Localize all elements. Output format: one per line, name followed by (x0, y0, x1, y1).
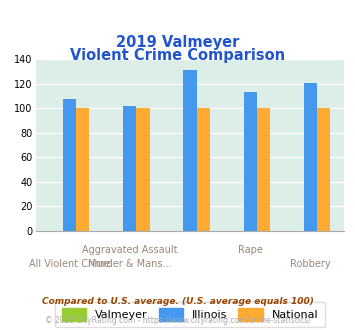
Text: Robbery: Robbery (290, 259, 331, 269)
Text: Rape: Rape (238, 245, 263, 255)
Bar (257, 109, 270, 231)
Text: Aggravated Assault: Aggravated Assault (82, 245, 178, 255)
Text: 2019 Valmeyer: 2019 Valmeyer (116, 35, 239, 50)
Bar (63, 99, 76, 231)
Text: Murder & Mans...: Murder & Mans... (88, 259, 171, 269)
Bar (123, 106, 136, 231)
Text: Compared to U.S. average. (U.S. average equals 100): Compared to U.S. average. (U.S. average … (42, 297, 313, 307)
Bar (317, 109, 330, 231)
Text: All Violent Crime: All Violent Crime (29, 259, 110, 269)
Bar (183, 70, 197, 231)
Bar (244, 92, 257, 231)
Bar (76, 109, 89, 231)
Bar (197, 109, 210, 231)
Legend: Valmeyer, Illinois, National: Valmeyer, Illinois, National (55, 302, 325, 327)
Text: © 2025 CityRating.com - https://www.cityrating.com/crime-statistics/: © 2025 CityRating.com - https://www.city… (45, 316, 310, 325)
Bar (304, 83, 317, 231)
Text: Violent Crime Comparison: Violent Crime Comparison (70, 48, 285, 63)
Bar (136, 109, 149, 231)
